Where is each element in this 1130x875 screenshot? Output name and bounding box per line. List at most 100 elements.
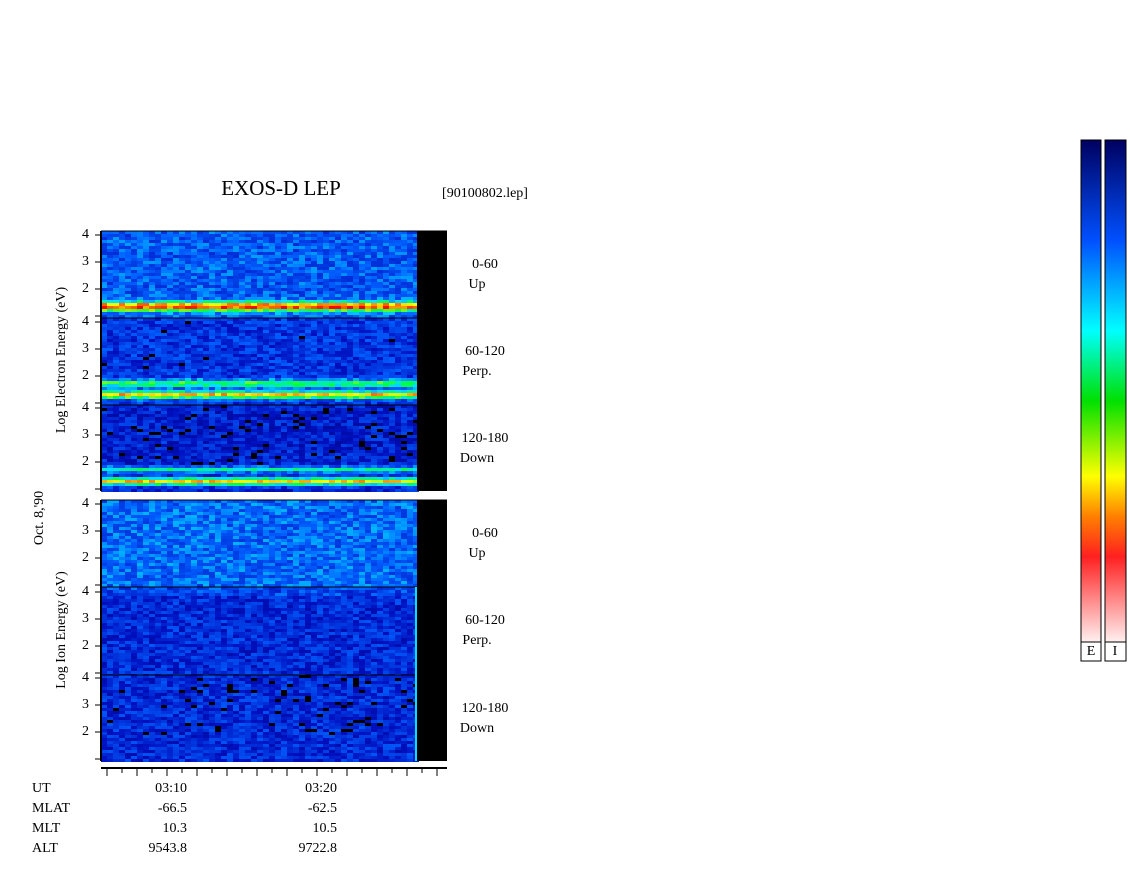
spectrogram-cell — [173, 339, 179, 342]
spectrogram-cell — [203, 267, 209, 270]
spectrogram-cell — [113, 312, 119, 315]
spectrogram-cell — [143, 288, 149, 291]
spectrogram-cell — [323, 435, 329, 438]
spectrogram-cell — [203, 396, 209, 399]
spectrogram-cell — [173, 518, 179, 521]
spectrogram-cell — [185, 444, 191, 447]
spectrogram-cell — [281, 357, 287, 360]
spectrogram-cell — [371, 429, 377, 432]
spectrogram-cell — [275, 321, 281, 324]
spectrogram-cell — [215, 240, 221, 243]
spectrogram-cell — [155, 399, 161, 402]
spectrogram-cell — [239, 515, 245, 518]
spectrogram-cell — [185, 500, 191, 503]
spectrogram-cell — [329, 351, 335, 354]
spectrogram-cell — [125, 384, 131, 387]
spectrogram-cell — [101, 327, 107, 330]
spectrogram-cell — [191, 384, 197, 387]
spectrogram-cell — [359, 270, 365, 273]
spectrogram-cell — [335, 273, 341, 276]
spectrogram-cell — [191, 255, 197, 258]
spectrogram-cell — [335, 420, 341, 423]
spectrogram-cell — [185, 402, 191, 405]
spectrogram-cell — [179, 246, 185, 249]
spectrogram-cell — [395, 471, 401, 474]
spectrogram-cell — [293, 393, 299, 396]
spectrogram-cell — [239, 393, 245, 396]
spectrogram-cell — [125, 411, 131, 414]
spectrogram-cell — [107, 426, 113, 429]
spectrogram-cell — [281, 450, 287, 453]
spectrogram-cell — [155, 512, 161, 515]
spectrogram-cell — [221, 267, 227, 270]
spectrogram-cell — [281, 512, 287, 515]
spectrogram-cell — [179, 291, 185, 294]
spectrogram-cell — [383, 324, 389, 327]
spectrogram-cell — [257, 483, 263, 486]
spectrogram-cell — [131, 512, 137, 515]
spectrogram-cell — [245, 321, 251, 324]
spectrogram-cell — [221, 351, 227, 354]
spectrogram-cell — [407, 267, 413, 270]
spectrogram-cell — [137, 321, 143, 324]
spectrogram-cell — [161, 360, 167, 363]
spectrogram-cell — [155, 282, 161, 285]
spectrogram-cell — [371, 444, 377, 447]
spectrogram-cell — [107, 255, 113, 258]
spectrogram-cell — [365, 255, 371, 258]
spectrogram-cell — [233, 363, 239, 366]
spectrogram-cell — [143, 444, 149, 447]
spectrogram-cell — [383, 327, 389, 330]
spectrogram-cell — [287, 237, 293, 240]
spectrogram-cell — [245, 438, 251, 441]
spectrogram-cell — [251, 345, 257, 348]
spectrogram-cell — [233, 282, 239, 285]
spectrogram-cell — [317, 360, 323, 363]
spectrogram-cell — [269, 285, 275, 288]
spectrogram-cell — [131, 515, 137, 518]
spectrogram-cell — [347, 402, 353, 405]
spectrogram-cell — [293, 243, 299, 246]
spectrogram-cell — [335, 264, 341, 267]
spectrogram-cell — [287, 444, 293, 447]
spectrogram-cell — [359, 366, 365, 369]
spectrogram-cell — [167, 456, 173, 459]
spectrogram-cell — [173, 246, 179, 249]
spectrogram-cell — [383, 426, 389, 429]
spectrogram-cell — [359, 465, 365, 468]
spectrogram-cell — [389, 231, 395, 234]
spectrogram-cell — [173, 471, 179, 474]
spectrogram-cell — [221, 503, 227, 506]
spectrogram-cell — [371, 477, 377, 480]
spectrogram-cell — [197, 387, 203, 390]
spectrogram-cell — [413, 405, 419, 408]
spectrogram-cell — [269, 312, 275, 315]
spectrogram-cell — [107, 468, 113, 471]
spectrogram-cell — [137, 390, 143, 393]
spectrogram-cell — [395, 444, 401, 447]
spectrogram-cell — [239, 276, 245, 279]
spectrogram-cell — [353, 489, 359, 492]
spectrogram-cell — [173, 378, 179, 381]
spectrogram-cell — [155, 411, 161, 414]
spectrogram-cell — [317, 399, 323, 402]
spectrogram-cell — [353, 252, 359, 255]
spectrogram-cell — [131, 255, 137, 258]
spectrogram-cell — [221, 465, 227, 468]
spectrogram-cell — [209, 402, 215, 405]
spectrogram-cell — [101, 273, 107, 276]
spectrogram-cell — [353, 300, 359, 303]
spectrogram-cell — [275, 315, 281, 318]
spectrogram-cell — [125, 459, 131, 462]
spectrogram-cell — [293, 480, 299, 483]
spectrogram-cell — [143, 474, 149, 477]
spectrogram-cell — [227, 333, 233, 336]
spectrogram-cell — [347, 246, 353, 249]
spectrogram-cell — [233, 506, 239, 509]
spectrogram-cell — [377, 321, 383, 324]
spectrogram-cell — [323, 306, 329, 309]
spectrogram-cell — [329, 500, 335, 503]
spectrogram-cell — [161, 258, 167, 261]
spectrogram-cell — [251, 252, 257, 255]
spectrogram-cell — [251, 414, 257, 417]
